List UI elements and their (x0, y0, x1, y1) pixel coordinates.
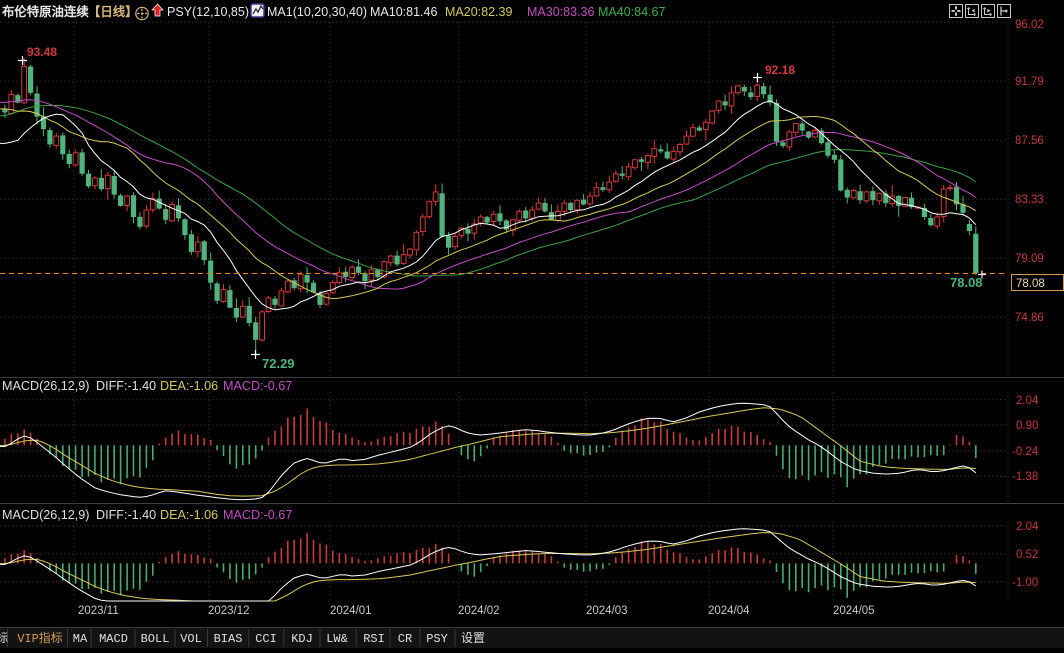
svg-text:91.79: 91.79 (1015, 76, 1044, 88)
svg-text:78.08: 78.08 (1016, 278, 1045, 290)
svg-text:DEA:-1.06: DEA:-1.06 (160, 508, 218, 522)
svg-text:93.48: 93.48 (27, 45, 57, 59)
svg-text:MA30:83.36: MA30:83.36 (527, 5, 594, 19)
svg-text:设置: 设置 (461, 631, 485, 646)
svg-text:2023/11: 2023/11 (78, 605, 119, 617)
svg-text:VOL: VOL (180, 632, 202, 646)
svg-text:MA20:82.39: MA20:82.39 (445, 5, 512, 19)
svg-text:DEA:-1.06: DEA:-1.06 (160, 379, 218, 393)
svg-text:BOLL: BOLL (141, 632, 170, 646)
svg-text:79.09: 79.09 (1015, 253, 1044, 265)
svg-text:MACD:-0.67: MACD:-0.67 (223, 379, 292, 393)
svg-text:CR: CR (398, 632, 412, 646)
svg-text:74.86: 74.86 (1015, 312, 1044, 324)
svg-text:MA40:84.67: MA40:84.67 (598, 5, 665, 19)
svg-text:83.33: 83.33 (1015, 194, 1044, 206)
svg-text:2024/02: 2024/02 (458, 605, 500, 617)
svg-text:VIP指标: VIP指标 (17, 630, 63, 646)
svg-text:2024/03: 2024/03 (586, 605, 628, 617)
svg-text:2023/12: 2023/12 (208, 605, 250, 617)
svg-text:96.02: 96.02 (1015, 19, 1044, 31)
svg-text:MACD(26,12,9): MACD(26,12,9) (2, 508, 90, 522)
svg-text:-0.24: -0.24 (1012, 446, 1039, 458)
svg-text:【日线】: 【日线】 (88, 4, 138, 19)
svg-text:RSI: RSI (363, 632, 385, 646)
svg-text:标: 标 (0, 631, 8, 646)
svg-text:布伦特原油连续: 布伦特原油连续 (2, 4, 89, 19)
svg-text:MA: MA (73, 632, 88, 646)
svg-text:LW&: LW& (326, 632, 348, 646)
svg-text:MACD(26,12,9): MACD(26,12,9) (2, 379, 90, 393)
svg-text:DIFF:-1.40: DIFF:-1.40 (96, 508, 156, 522)
svg-text:2.04: 2.04 (1016, 521, 1039, 533)
svg-text:0.90: 0.90 (1016, 420, 1038, 432)
svg-text:92.18: 92.18 (765, 63, 795, 77)
svg-text:78.08: 78.08 (950, 275, 983, 290)
svg-text:2024/01: 2024/01 (330, 605, 372, 617)
svg-text:MA1(10,20,30,40): MA1(10,20,30,40) (267, 5, 367, 19)
svg-text:MA10:81.46: MA10:81.46 (370, 5, 437, 19)
svg-text:-1.00: -1.00 (1012, 577, 1038, 589)
svg-text:CCI: CCI (255, 632, 277, 646)
svg-text:87.56: 87.56 (1015, 135, 1044, 147)
svg-text:KDJ: KDJ (291, 632, 313, 646)
svg-text:BIAS: BIAS (214, 632, 243, 646)
svg-text:2024/05: 2024/05 (833, 605, 875, 617)
svg-text:MACD: MACD (99, 632, 128, 646)
svg-text:PSY: PSY (426, 632, 448, 646)
svg-text:MACD:-0.67: MACD:-0.67 (223, 508, 292, 522)
svg-text:DIFF:-1.40: DIFF:-1.40 (96, 379, 156, 393)
svg-text:72.29: 72.29 (262, 356, 295, 371)
svg-text:2024/04: 2024/04 (708, 605, 750, 617)
svg-text:PSY(12,10,85): PSY(12,10,85) (167, 5, 249, 19)
svg-text:-1.38: -1.38 (1012, 471, 1038, 483)
svg-text:0.52: 0.52 (1016, 549, 1038, 561)
svg-text:2.04: 2.04 (1016, 395, 1039, 407)
